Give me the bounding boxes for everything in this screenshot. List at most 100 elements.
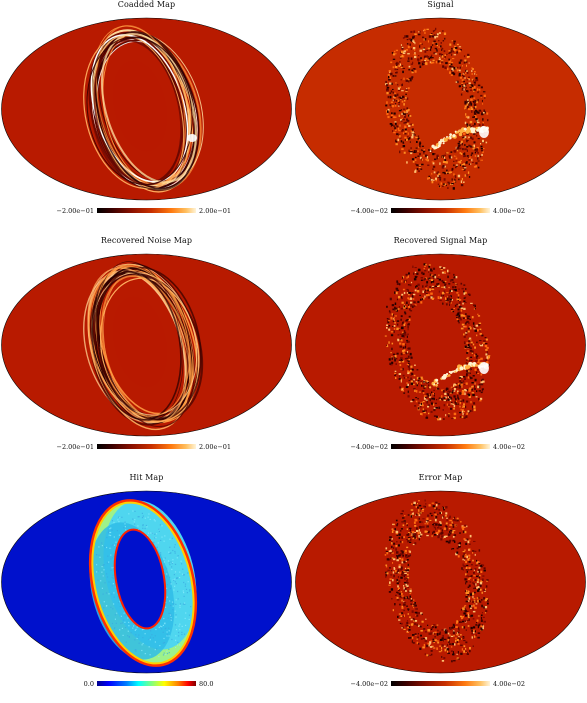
- speckle-pixel: [448, 517, 451, 519]
- speckle-pixel: [406, 97, 409, 100]
- speckle-pixel: [447, 67, 449, 71]
- speckle-pixel: [399, 571, 401, 575]
- speckle-pixel: [414, 620, 418, 622]
- speckle-pixel: [398, 533, 401, 536]
- signal-pixel: [452, 134, 456, 138]
- speckle-pixel: [409, 637, 412, 639]
- speckle-pixel: [409, 541, 412, 543]
- speckle-pixel: [433, 407, 437, 409]
- speckle-pixel: [461, 65, 463, 67]
- speckle-pixel: [452, 651, 454, 654]
- speckle-pixel: [438, 529, 441, 533]
- speckle-pixel: [409, 589, 412, 592]
- speckle-pixel: [452, 389, 455, 392]
- speckle-pixel: [467, 540, 470, 544]
- speckle-pixel: [403, 520, 406, 522]
- speckle-pixel: [401, 551, 404, 554]
- speckle-pixel: [459, 400, 463, 402]
- speckle-pixel: [458, 317, 461, 319]
- hit-pixel: [142, 642, 144, 645]
- speckle-pixel: [413, 30, 416, 33]
- speckle-pixel: [436, 283, 439, 285]
- speckle-pixel: [405, 357, 409, 359]
- hit-pixel: [179, 603, 182, 605]
- speckle-pixel: [442, 515, 444, 518]
- inner-hole: [114, 529, 166, 629]
- panel-coadded-map: Coadded Map −2.00e−01 2.00e−01: [0, 0, 293, 230]
- hit-pixel: [170, 613, 172, 615]
- speckle-pixel: [458, 140, 461, 143]
- speckle-pixel: [420, 279, 423, 281]
- speckle-pixel: [459, 532, 461, 534]
- speckle-pixel: [469, 318, 471, 321]
- speckle-pixel: [468, 338, 471, 341]
- hit-pixel: [162, 654, 165, 656]
- speckle-pixel: [397, 589, 400, 590]
- hit-pixel: [103, 564, 105, 566]
- speckle-pixel: [415, 136, 418, 139]
- inner-hole: [112, 296, 168, 388]
- speckle-pixel: [456, 313, 458, 316]
- speckle-pixel: [487, 358, 489, 360]
- speckle-pixel: [412, 128, 414, 130]
- speckle-pixel: [402, 517, 405, 519]
- hit-pixel: [189, 590, 191, 592]
- speckle-pixel: [405, 386, 409, 388]
- speckle-pixel: [478, 383, 481, 386]
- speckle-pixel: [408, 359, 410, 361]
- hit-pixel: [112, 544, 114, 546]
- speckle-pixel: [417, 379, 420, 382]
- speckle-pixel: [414, 42, 416, 45]
- speckle-pixel: [407, 60, 410, 62]
- speckle-pixel: [443, 397, 446, 399]
- speckle-pixel: [473, 308, 476, 310]
- speckle-pixel: [467, 90, 469, 93]
- speckle-pixel: [405, 583, 408, 586]
- signal-pixel: [443, 374, 447, 378]
- speckle-pixel: [423, 395, 427, 397]
- speckle-pixel: [423, 30, 425, 32]
- speckle-pixel: [430, 627, 433, 629]
- speckle-pixel: [469, 95, 471, 98]
- speckle-pixel: [475, 115, 477, 119]
- speckle-pixel: [397, 323, 399, 326]
- speckle-pixel: [447, 396, 449, 398]
- speckle-pixel: [406, 277, 408, 279]
- speckle-pixel: [420, 382, 422, 384]
- speckle-pixel: [413, 278, 417, 281]
- speckle-pixel: [418, 139, 421, 141]
- speckle-pixel: [462, 569, 464, 571]
- speckle-pixel: [394, 116, 397, 118]
- speckle-pixel: [417, 643, 420, 645]
- speckle-pixel: [399, 345, 402, 348]
- speckle-pixel: [413, 378, 415, 381]
- speckle-pixel: [397, 339, 400, 342]
- speckle-pixel: [401, 536, 404, 539]
- speckle-pixel: [482, 378, 484, 381]
- speckle-pixel: [461, 526, 464, 529]
- speckle-pixel: [410, 147, 412, 150]
- speckle-pixel: [422, 518, 425, 520]
- speckle-pixel: [464, 650, 467, 653]
- speckle-pixel: [460, 615, 463, 618]
- speckle-pixel: [391, 357, 393, 360]
- hit-pixel: [173, 546, 176, 548]
- speckle-pixel: [431, 35, 434, 37]
- speckle-pixel: [409, 141, 411, 143]
- hit-pixel: [132, 627, 134, 629]
- speckle-pixel: [400, 352, 403, 356]
- speckle-pixel: [430, 628, 433, 631]
- speckle-pixel: [473, 90, 475, 92]
- speckle-pixel: [441, 294, 443, 297]
- speckle-pixel: [470, 368, 472, 371]
- speckle-pixel: [401, 627, 403, 629]
- speckle-pixel: [466, 525, 468, 528]
- speckle-pixel: [408, 371, 411, 374]
- speckle-pixel: [483, 340, 486, 342]
- speckle-pixel: [427, 56, 429, 58]
- speckle-pixel: [455, 286, 457, 289]
- speckle-pixel: [427, 530, 430, 532]
- speckle-pixel: [440, 45, 442, 48]
- speckle-pixel: [468, 340, 471, 342]
- speckle-pixel: [433, 277, 435, 279]
